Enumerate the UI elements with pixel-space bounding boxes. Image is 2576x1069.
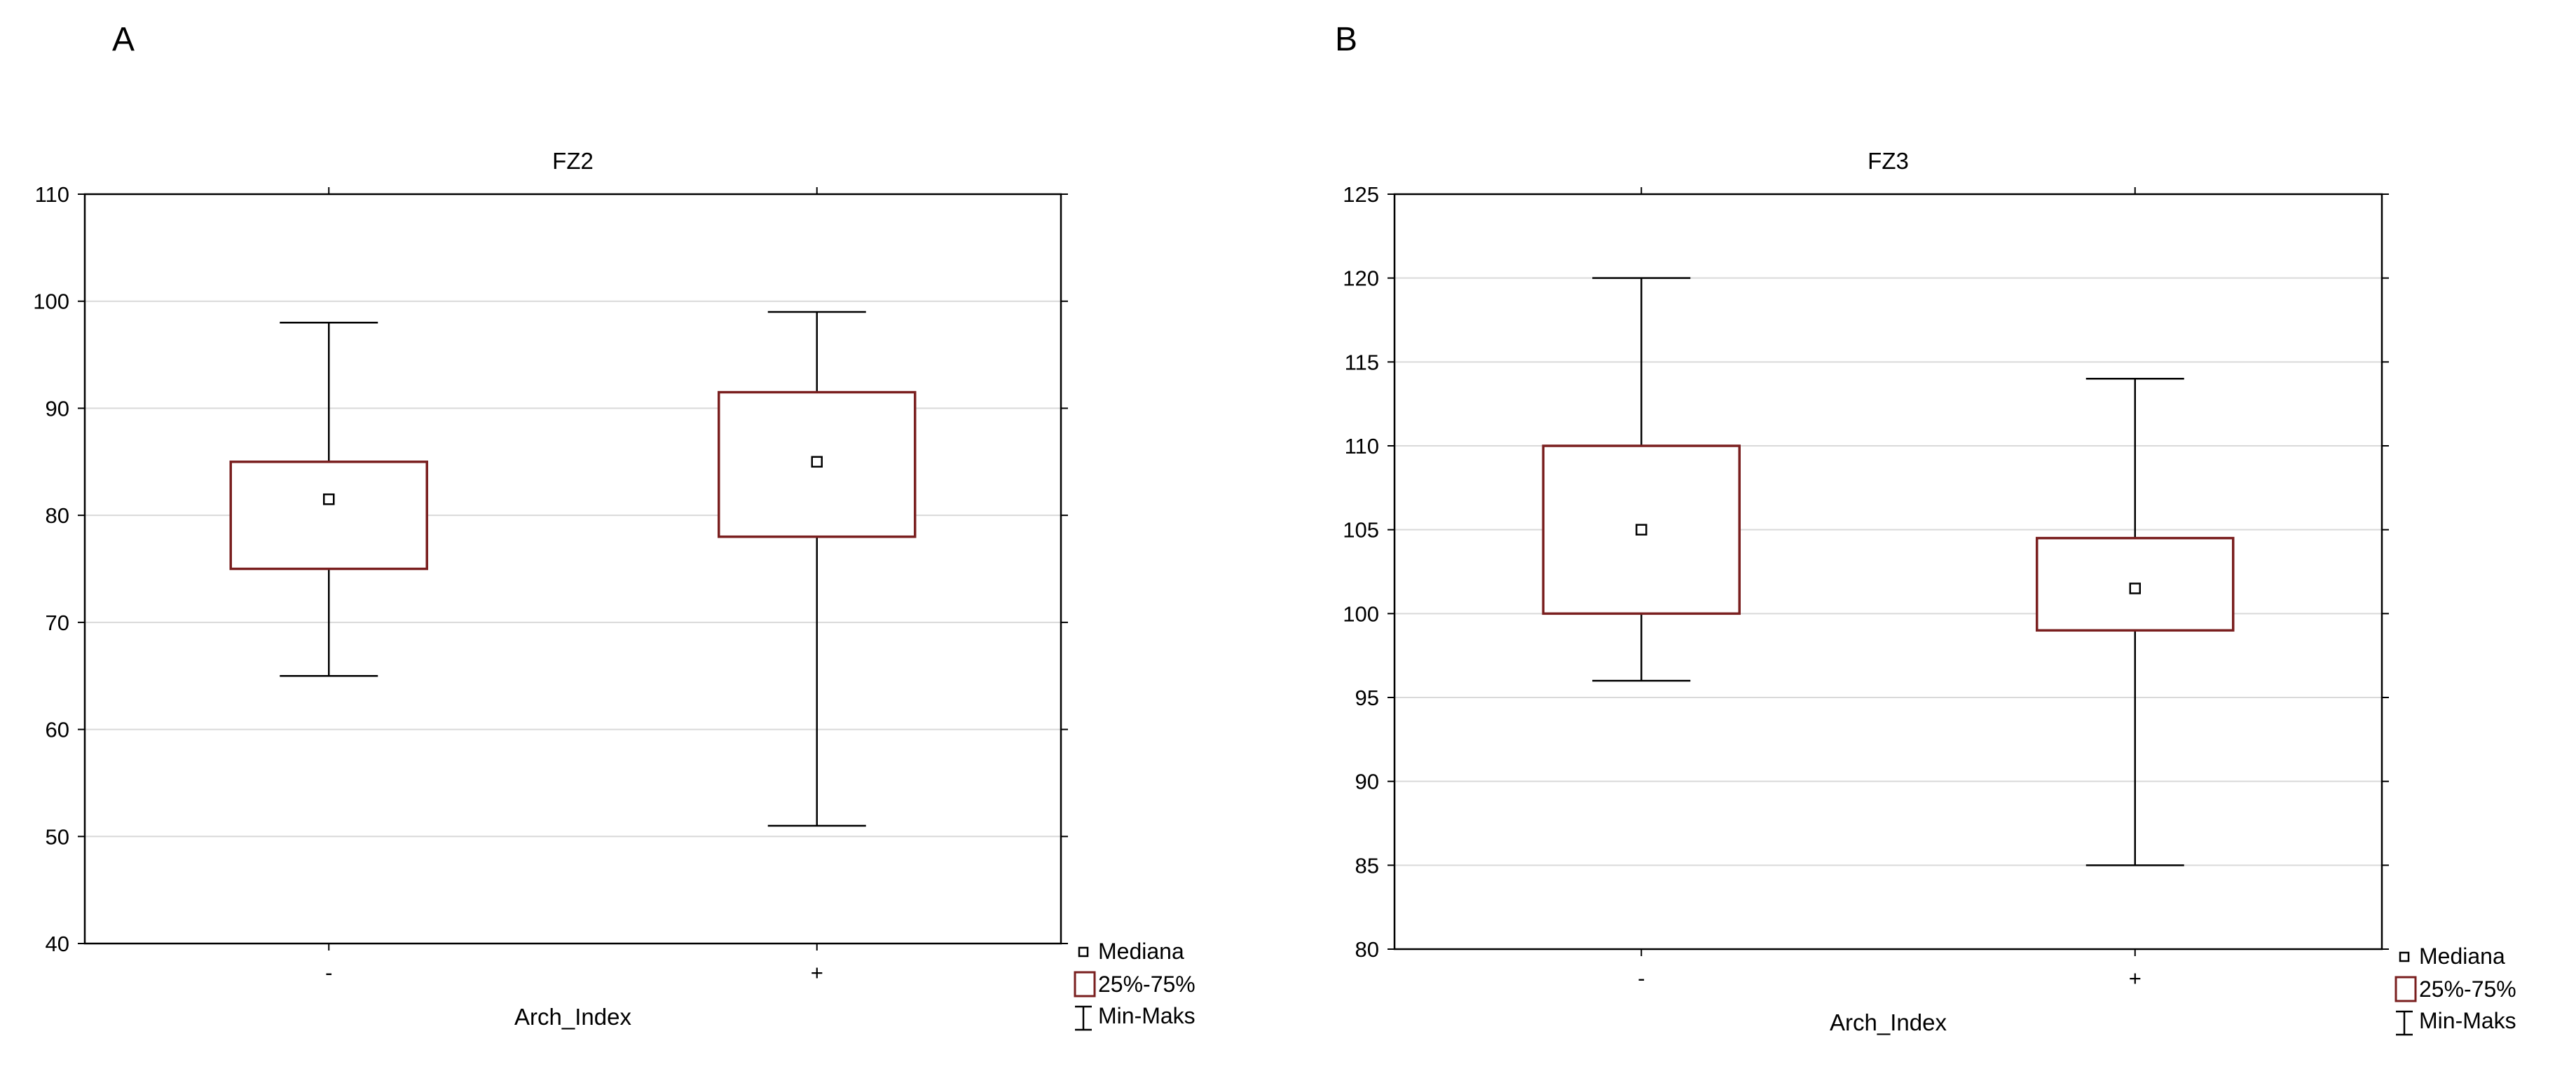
- panel-label: A: [112, 21, 135, 58]
- legend-iqr-swatch: [1074, 971, 1096, 997]
- x-tick-label: +: [2129, 966, 2142, 990]
- y-tick-label: 40: [46, 932, 69, 956]
- x-tick-label: -: [1638, 966, 1645, 990]
- iqr-box: [229, 461, 428, 571]
- x-tick-label: +: [811, 960, 823, 985]
- legend-median-swatch: [2399, 951, 2410, 962]
- chart-title: FZ2: [552, 148, 594, 174]
- legend-minmax-label: Min-Maks: [2419, 1008, 2516, 1033]
- x-axis-label: Arch_Index: [514, 1004, 631, 1030]
- y-tick-label: 50: [46, 824, 69, 849]
- y-tick-label: 60: [46, 718, 69, 742]
- legend: Mediana 25%-75% Min-Maks: [2395, 944, 2516, 1036]
- y-tick-label: 70: [46, 611, 69, 635]
- plot-frame: [1393, 193, 2383, 951]
- y-tick-label: 120: [1343, 266, 1379, 291]
- y-tick-label: 80: [1355, 937, 1379, 962]
- median-marker: [811, 456, 823, 468]
- legend-median-label: Mediana: [2419, 944, 2505, 969]
- y-tick-label: 90: [46, 396, 69, 421]
- median-marker: [2129, 583, 2141, 594]
- plot-frame: [83, 193, 1062, 945]
- chart-title: FZ3: [1868, 148, 1909, 174]
- legend-iqr-label: 25%-75%: [1098, 972, 1195, 997]
- chart-panel-b: B FZ3 80 85 90 95 100 105 110 115 120 125 - + Arch_Ind…: [1335, 21, 2516, 1036]
- y-tick-label: 115: [1345, 350, 1379, 374]
- y-tick-label: 105: [1343, 518, 1379, 543]
- y-tick-label: 100: [33, 290, 69, 314]
- chart-panel-a: A FZ2 40 50 60 70 80 90 100 110 - + Arch_Index Median…: [33, 21, 1195, 1031]
- x-axis-label: Arch_Index: [1830, 1009, 1947, 1035]
- y-tick-label: 85: [1355, 853, 1379, 878]
- y-tick-label: 125: [1343, 182, 1379, 207]
- legend-median-swatch: [1078, 946, 1089, 958]
- panel-label: B: [1335, 21, 1357, 58]
- y-tick-label: 110: [35, 182, 69, 207]
- y-tick-label: 110: [1345, 434, 1379, 458]
- y-tick-label: 100: [1343, 601, 1379, 626]
- x-tick-label: -: [325, 960, 332, 985]
- median-marker: [1636, 524, 1647, 536]
- legend-iqr-swatch: [2395, 976, 2417, 1002]
- y-tick-label: 80: [46, 503, 69, 528]
- y-tick-label: 95: [1355, 686, 1379, 710]
- legend-iqr-label: 25%-75%: [2419, 976, 2516, 1002]
- y-tick-label: 90: [1355, 770, 1379, 794]
- legend-median-label: Mediana: [1098, 939, 1184, 964]
- legend-minmax-label: Min-Maks: [1098, 1003, 1195, 1028]
- legend: Mediana 25%-75% Min-Maks: [1074, 939, 1195, 1031]
- median-marker: [323, 493, 335, 505]
